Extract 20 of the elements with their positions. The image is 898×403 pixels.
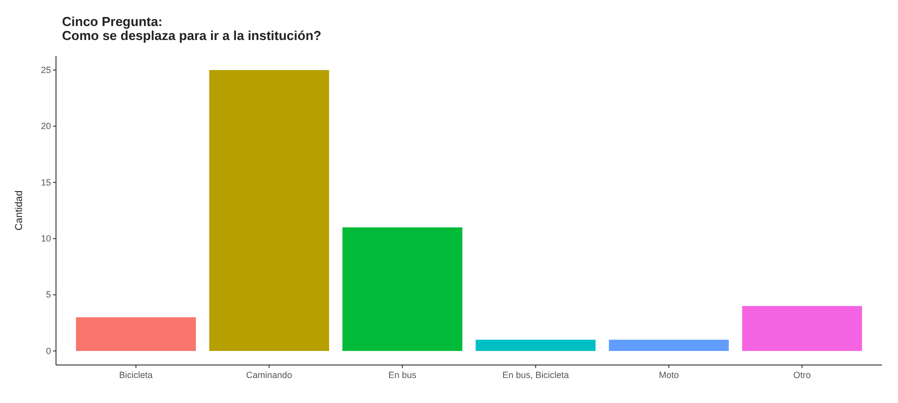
- bar: [742, 306, 862, 351]
- bar: [76, 317, 196, 351]
- y-tick-label: 25: [40, 64, 51, 75]
- x-tick-label: En bus: [388, 370, 417, 380]
- x-tick-label: Bicicleta: [119, 370, 153, 380]
- bar: [209, 70, 330, 351]
- y-tick-label: 5: [46, 290, 51, 300]
- bar: [608, 340, 729, 351]
- bar: [476, 340, 596, 351]
- y-axis-title: Cantidad: [14, 190, 25, 231]
- x-tick-label: Caminando: [246, 370, 292, 380]
- y-tick-label: 0: [46, 346, 51, 356]
- x-tick-label: Otro: [793, 370, 811, 380]
- x-tick-label: En bus, Bicicleta: [502, 370, 569, 380]
- x-tick-label: Moto: [658, 370, 679, 380]
- y-tick-label: 10: [40, 233, 51, 244]
- y-tick-label: 20: [40, 121, 51, 132]
- bar: [342, 227, 462, 351]
- y-tick-label: 15: [40, 177, 51, 188]
- chart-title: Cinco Pregunta: Como se desplaza para ir a la institución?: [62, 14, 322, 43]
